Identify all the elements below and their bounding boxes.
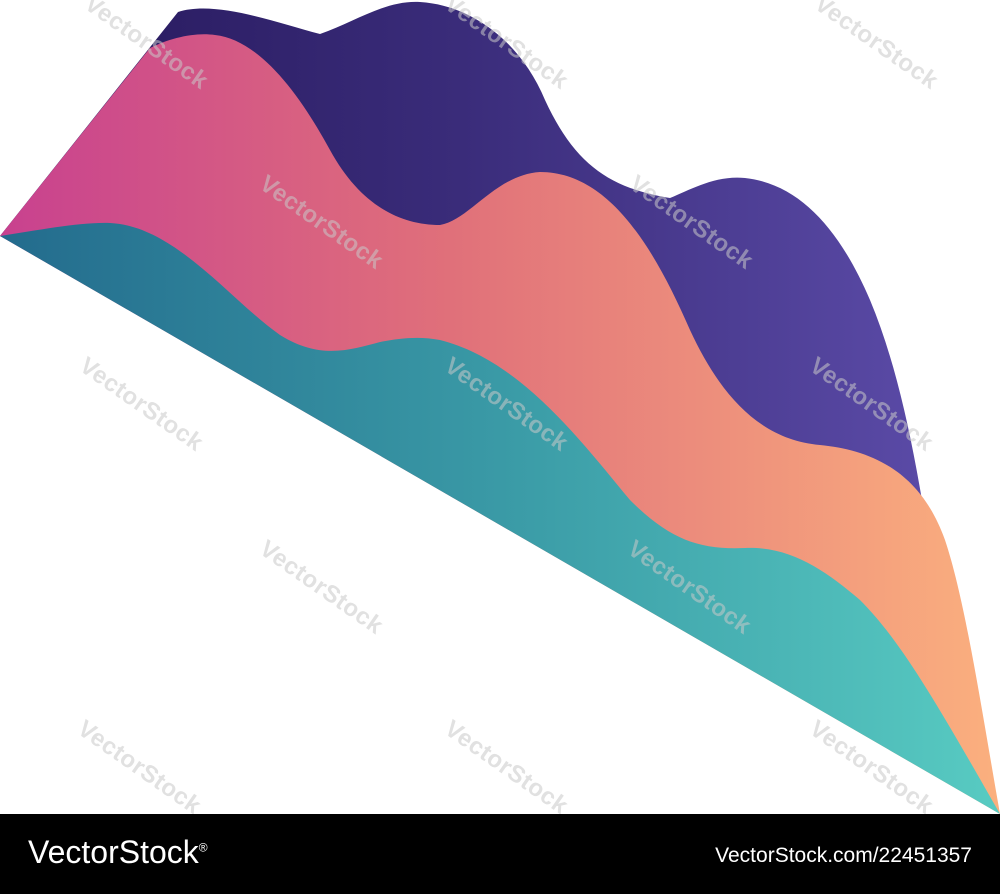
image-id-label: VectorStock.com/22451357 (715, 844, 972, 867)
stock-footer-bar: VectorStock® VectorStock.com/22451357 (0, 814, 1000, 894)
vectorstock-logo: VectorStock® (28, 834, 208, 871)
front-wave-layer (0, 222, 1000, 814)
registered-mark: ® (198, 840, 208, 855)
vectorstock-logo-text: VectorStock (28, 834, 199, 870)
layered-wave-chart-illustration (0, 1, 1000, 814)
illustration-canvas: VectorStock VectorStock VectorStock Vect… (0, 0, 1000, 820)
